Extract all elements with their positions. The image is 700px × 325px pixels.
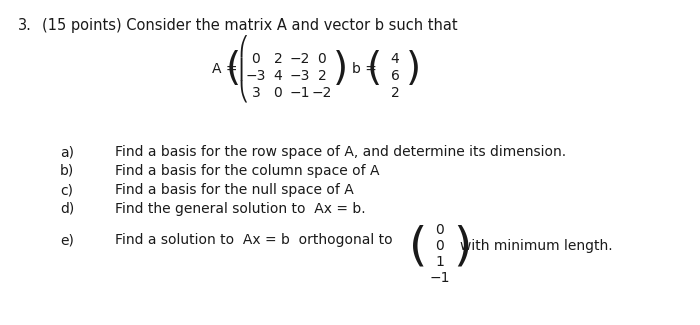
Text: d): d) xyxy=(60,202,74,216)
Text: Find a basis for the column space of A: Find a basis for the column space of A xyxy=(115,164,379,178)
Text: −3: −3 xyxy=(290,69,310,83)
Text: 0: 0 xyxy=(274,86,282,100)
Text: 2: 2 xyxy=(391,86,400,100)
Text: ): ) xyxy=(333,50,348,88)
Text: 6: 6 xyxy=(391,69,400,83)
Text: 0: 0 xyxy=(435,223,444,237)
Text: e): e) xyxy=(60,233,74,247)
Text: (15 points) Consider the matrix A and vector b such that: (15 points) Consider the matrix A and ve… xyxy=(42,18,458,33)
Text: 4: 4 xyxy=(274,69,282,83)
Text: (: ( xyxy=(409,225,427,269)
Text: 0: 0 xyxy=(435,239,444,253)
Text: −2: −2 xyxy=(290,52,310,66)
Text: with minimum length.: with minimum length. xyxy=(460,239,612,253)
Text: b): b) xyxy=(60,164,74,178)
Text: 2: 2 xyxy=(318,69,326,83)
Text: −1: −1 xyxy=(290,86,310,100)
Text: Find a solution to  Ax = b  orthogonal to: Find a solution to Ax = b orthogonal to xyxy=(115,233,393,247)
Text: −3: −3 xyxy=(246,69,266,83)
Text: (: ( xyxy=(367,50,382,88)
Text: 0: 0 xyxy=(318,52,326,66)
Text: ⎛
⎜
⎝: ⎛ ⎜ ⎝ xyxy=(238,35,248,103)
Text: −1: −1 xyxy=(430,271,450,285)
Text: 1: 1 xyxy=(435,255,444,269)
Text: b =: b = xyxy=(352,62,377,76)
Text: c): c) xyxy=(60,183,73,197)
Text: A =: A = xyxy=(211,62,237,76)
Text: (: ( xyxy=(226,50,241,88)
Text: 0: 0 xyxy=(251,52,260,66)
Text: ): ) xyxy=(406,50,421,88)
Text: 3: 3 xyxy=(251,86,260,100)
Text: −2: −2 xyxy=(312,86,332,100)
Text: Find a basis for the null space of A: Find a basis for the null space of A xyxy=(115,183,354,197)
Text: Find a basis for the row space of A, and determine its dimension.: Find a basis for the row space of A, and… xyxy=(115,145,566,159)
Text: 4: 4 xyxy=(391,52,400,66)
Text: a): a) xyxy=(60,145,74,159)
Text: ): ) xyxy=(453,225,471,269)
Text: 2: 2 xyxy=(274,52,282,66)
Text: 3.: 3. xyxy=(18,18,32,33)
Text: Find the general solution to  Ax = b.: Find the general solution to Ax = b. xyxy=(115,202,365,216)
